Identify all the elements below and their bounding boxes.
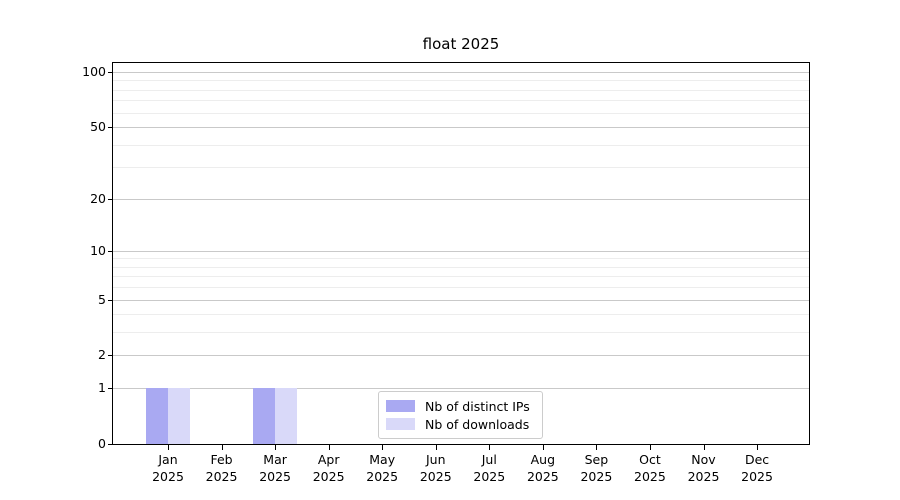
bar-downloads	[275, 388, 298, 444]
gridline-minor	[113, 144, 809, 146]
y-tick-label: 0	[98, 436, 106, 451]
gridline-minor	[113, 112, 809, 114]
y-tick-mark	[108, 299, 113, 301]
gridline-minor	[113, 266, 809, 268]
x-tick-mark	[542, 445, 544, 450]
x-tick-mark	[221, 445, 223, 450]
legend-label-downloads: Nb of downloads	[425, 416, 530, 432]
legend-label-distinct-ips: Nb of distinct IPs	[425, 398, 530, 414]
gridline-minor	[113, 80, 809, 82]
x-tick-label: Jul 2025	[473, 452, 506, 484]
y-tick-mark	[108, 127, 113, 129]
bar-downloads	[168, 388, 190, 444]
plot-area	[112, 62, 810, 445]
y-tick-label: 5	[98, 291, 106, 307]
gridline-major	[113, 127, 809, 129]
y-tick-mark	[108, 355, 113, 357]
legend-swatch-distinct-ips	[386, 400, 415, 412]
gridline-minor	[113, 287, 809, 289]
gridline-major	[113, 72, 809, 74]
gridline-minor	[113, 314, 809, 316]
gridline-minor	[113, 167, 809, 169]
gridline-major	[113, 198, 809, 200]
x-tick-mark	[382, 445, 384, 450]
y-tick-mark	[108, 198, 113, 200]
chart-title: float 2025	[422, 35, 500, 53]
gridline-major	[113, 388, 809, 390]
legend: Nb of distinct IPs Nb of downloads	[378, 391, 543, 439]
x-tick-label: Apr 2025	[312, 452, 345, 484]
gridline-minor	[113, 258, 809, 260]
x-tick-mark	[757, 445, 759, 450]
bar-distinct-ips	[253, 388, 276, 444]
y-tick-mark	[108, 444, 113, 445]
x-tick-mark	[596, 445, 598, 450]
x-tick-mark	[275, 445, 277, 450]
gridline-major	[113, 299, 809, 301]
x-tick-label: Oct 2025	[634, 452, 666, 484]
legend-item-downloads: Nb of downloads	[386, 415, 535, 433]
y-tick-label: 10	[90, 242, 106, 258]
y-tick-label: 1	[98, 380, 106, 396]
y-tick-mark	[108, 388, 113, 390]
x-tick-label: Feb 2025	[205, 452, 238, 484]
x-tick-label: Mar 2025	[259, 452, 291, 484]
y-tick-mark	[108, 72, 113, 74]
x-tick-mark	[328, 445, 330, 450]
bar-distinct-ips	[146, 388, 168, 444]
x-tick-label: Dec 2025	[741, 452, 773, 484]
gridline-minor	[113, 276, 809, 278]
x-tick-label: Nov 2025	[687, 452, 720, 484]
y-tick-mark	[108, 250, 113, 252]
x-tick-label: Jan 2025	[152, 452, 184, 484]
x-tick-mark	[649, 445, 651, 450]
y-tick-label: 2	[98, 347, 106, 363]
x-tick-mark	[168, 445, 169, 450]
legend-item-distinct-ips: Nb of distinct IPs	[386, 397, 535, 415]
x-tick-mark	[489, 445, 491, 450]
gridline-major	[113, 250, 809, 252]
y-tick-label: 20	[90, 190, 106, 206]
gridline-minor	[113, 332, 809, 334]
x-tick-mark	[435, 445, 437, 450]
gridline-minor	[113, 89, 809, 91]
legend-swatch-downloads	[386, 418, 415, 430]
x-tick-label: Jun 2025	[419, 452, 452, 484]
x-tick-label: Sep 2025	[580, 452, 613, 484]
x-tick-label: May 2025	[366, 452, 399, 484]
y-tick-label: 100	[82, 64, 106, 80]
x-tick-mark	[703, 445, 705, 450]
y-tick-label: 50	[90, 119, 106, 135]
gridline-major	[113, 355, 809, 357]
x-tick-label: Aug 2025	[526, 452, 559, 484]
gridline-minor	[113, 100, 809, 102]
